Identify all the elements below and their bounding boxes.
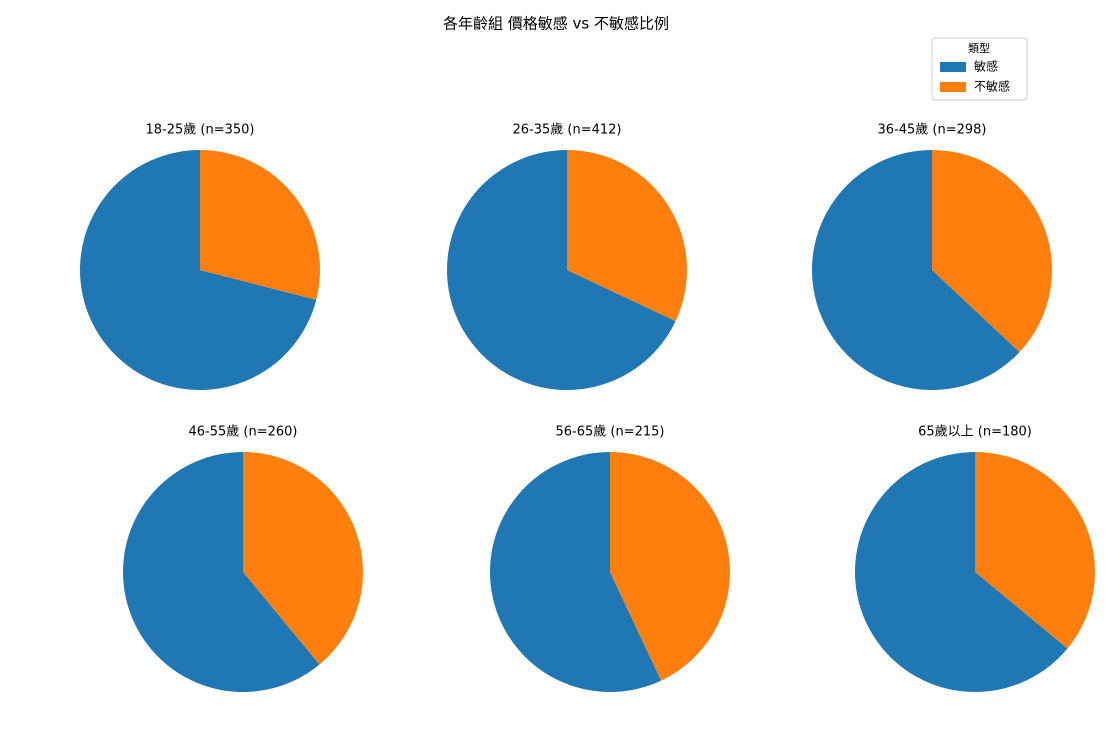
pie-wedge	[932, 150, 1053, 353]
pie-title: 65歲以上 (n=180)	[918, 425, 1032, 440]
pie-wedge	[975, 452, 1096, 649]
figure-title: 各年齡組 價格敏感 vs 不敏感比例	[443, 15, 669, 33]
legend-title: 類型	[968, 41, 990, 55]
pie-wedge	[123, 452, 320, 692]
pie-wedge	[200, 150, 320, 300]
pie-wedge	[490, 452, 662, 692]
pie-wedge	[610, 452, 731, 681]
pie-wedge	[855, 452, 1068, 692]
legend-swatch	[940, 82, 966, 92]
legend-swatch	[940, 62, 966, 72]
pie-title: 56-65歲 (n=215)	[556, 425, 665, 440]
pie-wedge	[812, 150, 1020, 390]
pie-wedge	[567, 150, 687, 322]
pie-title: 36-45歲 (n=298)	[878, 123, 987, 138]
pie-title: 26-35歲 (n=412)	[513, 123, 622, 138]
pie-title: 46-55歲 (n=260)	[189, 425, 298, 440]
legend-label: 敏感	[974, 59, 998, 74]
pie-wedge	[80, 150, 317, 390]
pie-wedge	[447, 150, 676, 390]
legend-label: 不敏感	[974, 79, 1010, 94]
pie-title: 18-25歲 (n=350)	[146, 123, 255, 138]
pie-wedge	[243, 452, 364, 665]
